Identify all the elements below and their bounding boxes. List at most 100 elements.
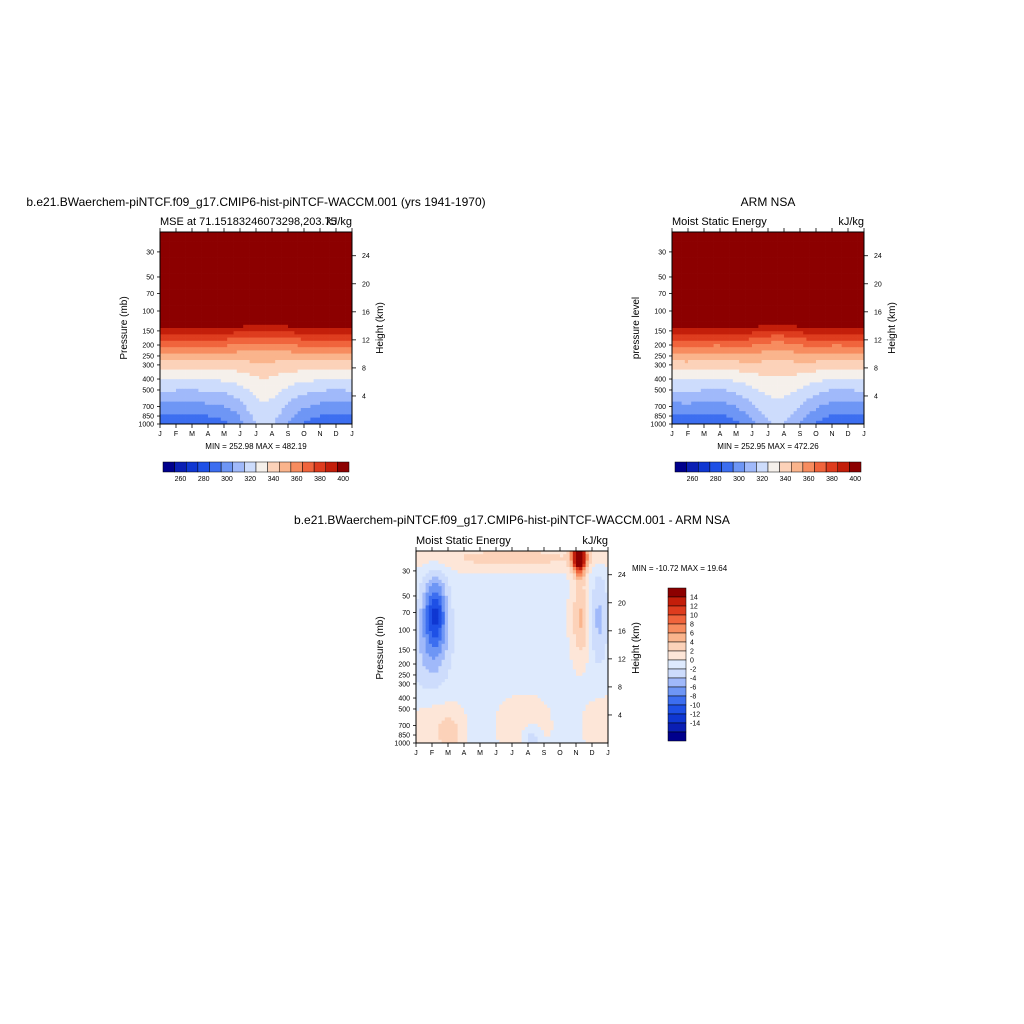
field-cell	[214, 270, 218, 274]
field-cell	[316, 321, 321, 326]
field-cell	[281, 411, 286, 415]
field-cell	[188, 401, 193, 406]
field-cell	[691, 283, 695, 287]
field-cell	[176, 254, 180, 258]
field-cell	[348, 276, 353, 281]
field-cell	[316, 241, 321, 246]
field-cell	[681, 241, 686, 246]
field-cell	[694, 299, 698, 303]
field-cell	[278, 302, 282, 306]
field-cell	[294, 302, 298, 306]
field-cell	[716, 292, 721, 297]
field-cell	[345, 363, 350, 367]
field-cell	[835, 254, 839, 258]
field-cell	[726, 264, 730, 268]
field-cell	[179, 369, 183, 374]
colorbar-box	[220, 461, 234, 473]
field-cell	[246, 260, 250, 265]
field-cell	[195, 292, 199, 297]
field-cell	[262, 379, 266, 383]
field-cell	[259, 385, 263, 390]
x-tick-label: M	[189, 431, 195, 438]
field-cell	[166, 254, 170, 258]
field-cell	[758, 292, 762, 297]
field-cell	[684, 257, 689, 262]
field-cell	[300, 305, 305, 310]
field-cell	[678, 232, 682, 236]
field-cell	[204, 244, 209, 249]
field-cell	[172, 408, 177, 412]
field-cell	[169, 283, 174, 287]
field-cell	[188, 353, 193, 358]
panel-model-colorbar: 260 280 300 320 340 360 380 400	[162, 461, 350, 483]
field-cell	[195, 379, 199, 383]
field-cell	[345, 296, 350, 300]
field-cell	[214, 411, 218, 415]
field-cell	[745, 276, 750, 281]
field-cell	[204, 385, 209, 390]
field-cell	[249, 270, 254, 274]
field-cell	[192, 347, 196, 351]
field-cell	[300, 318, 305, 322]
field-cell	[678, 270, 682, 274]
field-cell	[342, 408, 346, 412]
field-cell	[201, 267, 206, 271]
field-cell	[160, 369, 164, 374]
field-cell	[307, 276, 311, 281]
field-cell	[796, 232, 801, 236]
field-cell	[201, 408, 206, 412]
field-cell	[230, 404, 234, 409]
field-cell	[243, 376, 247, 380]
field-cell	[323, 315, 327, 319]
field-cell	[860, 254, 865, 258]
field-cell	[697, 276, 702, 281]
field-cell	[182, 344, 186, 348]
field-cell	[316, 372, 321, 377]
field-cell	[265, 328, 270, 332]
field-cell	[256, 408, 260, 412]
field-cell	[265, 292, 270, 297]
field-cell	[812, 276, 817, 281]
field-cell	[259, 347, 263, 351]
field-cell	[857, 257, 862, 262]
field-cell	[230, 360, 234, 364]
field-cell	[700, 273, 705, 278]
field-cell	[211, 251, 215, 255]
field-cell	[230, 296, 234, 300]
field-cell	[675, 273, 679, 278]
field-cell	[310, 267, 314, 271]
field-cell	[793, 292, 798, 297]
field-cell	[758, 296, 762, 300]
field-cell	[198, 398, 202, 402]
field-cell	[297, 350, 302, 354]
field-cell	[297, 408, 302, 412]
field-cell	[729, 286, 734, 290]
field-cell	[281, 376, 286, 380]
field-cell	[732, 267, 737, 271]
field-cell	[163, 276, 167, 281]
field-cell	[332, 273, 337, 278]
field-cell	[172, 350, 177, 354]
field-cell	[313, 401, 318, 406]
field-cell	[172, 296, 177, 300]
field-cell	[169, 235, 174, 239]
field-cell	[736, 286, 740, 290]
field-cell	[739, 260, 743, 265]
field-cell	[345, 414, 350, 418]
field-cell	[278, 395, 282, 399]
field-cell	[240, 404, 244, 409]
field-cell	[342, 251, 346, 255]
field-cell	[214, 420, 218, 425]
field-cell	[723, 257, 727, 262]
field-cell	[297, 267, 302, 271]
field-cell	[732, 248, 737, 252]
field-cell	[822, 276, 826, 281]
field-cell	[316, 232, 321, 236]
field-cell	[304, 232, 308, 236]
field-cell	[336, 308, 340, 313]
field-cell	[224, 232, 228, 236]
field-cell	[176, 392, 180, 396]
field-cell	[217, 398, 222, 402]
field-cell	[694, 254, 698, 258]
field-cell	[304, 260, 308, 265]
